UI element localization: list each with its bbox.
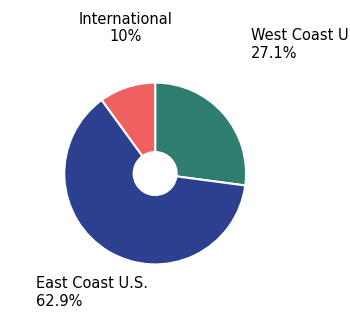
Text: West Coast U.S.
27.1%: West Coast U.S. 27.1% xyxy=(251,29,350,61)
Text: East Coast U.S.
62.9%: East Coast U.S. 62.9% xyxy=(36,276,148,309)
Wedge shape xyxy=(64,100,245,264)
Wedge shape xyxy=(155,83,246,186)
Wedge shape xyxy=(102,83,155,156)
Text: International
10%: International 10% xyxy=(78,12,172,44)
